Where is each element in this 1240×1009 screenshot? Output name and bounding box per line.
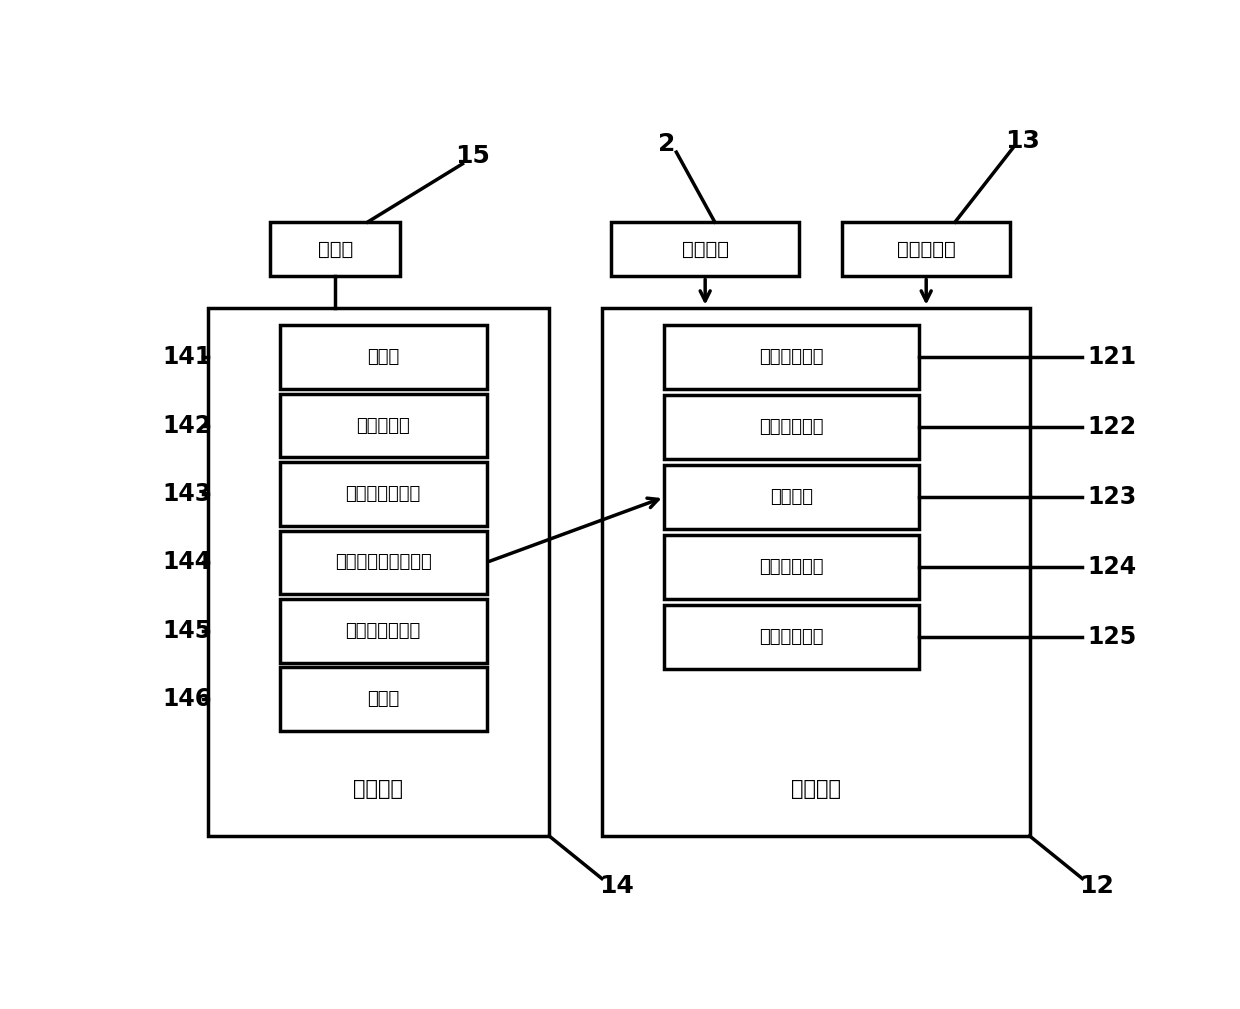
Text: 语音模块: 语音模块 bbox=[682, 240, 729, 258]
Text: 提示组件: 提示组件 bbox=[353, 779, 403, 799]
Text: 电源板: 电源板 bbox=[317, 240, 353, 258]
Text: 122: 122 bbox=[1087, 415, 1136, 439]
Text: 控制组件: 控制组件 bbox=[770, 488, 813, 507]
Bar bbox=[665, 396, 919, 459]
Bar bbox=[280, 462, 486, 526]
Bar bbox=[665, 605, 919, 669]
Bar bbox=[842, 222, 1011, 276]
Text: 待机监控组件: 待机监控组件 bbox=[759, 558, 823, 576]
Text: 语音开启指示灯: 语音开启指示灯 bbox=[346, 622, 420, 640]
Text: 14: 14 bbox=[599, 875, 634, 898]
Text: 用户设定温度指示灯: 用户设定温度指示灯 bbox=[335, 553, 432, 571]
Bar bbox=[270, 222, 401, 276]
Text: 15: 15 bbox=[455, 144, 490, 169]
Text: 蜂鸣器: 蜂鸣器 bbox=[367, 690, 399, 708]
Bar bbox=[601, 308, 1029, 835]
Text: 2: 2 bbox=[658, 132, 676, 156]
Text: 12: 12 bbox=[1079, 875, 1115, 898]
Bar bbox=[665, 465, 919, 529]
Text: 13: 13 bbox=[1004, 128, 1039, 152]
Text: 本地数据组件: 本地数据组件 bbox=[759, 418, 823, 436]
Bar bbox=[280, 599, 486, 663]
Text: 141: 141 bbox=[162, 345, 212, 369]
Text: 146: 146 bbox=[162, 687, 212, 711]
Text: 144: 144 bbox=[162, 550, 212, 574]
Bar bbox=[611, 222, 799, 276]
Bar bbox=[665, 326, 919, 389]
Bar bbox=[280, 531, 486, 594]
Text: 143: 143 bbox=[162, 482, 212, 506]
Bar bbox=[280, 326, 486, 389]
Text: 123: 123 bbox=[1087, 485, 1136, 510]
Bar bbox=[208, 308, 549, 835]
Text: 即时指示灯: 即时指示灯 bbox=[356, 417, 410, 435]
Text: 无线通信组件: 无线通信组件 bbox=[759, 628, 823, 646]
Bar bbox=[280, 394, 486, 457]
Bar bbox=[665, 535, 919, 599]
Text: 温度传感器: 温度传感器 bbox=[897, 240, 956, 258]
Text: 142: 142 bbox=[162, 414, 212, 438]
Text: 处理模块: 处理模块 bbox=[791, 779, 841, 799]
Bar bbox=[280, 667, 486, 731]
Text: 125: 125 bbox=[1087, 625, 1136, 649]
Text: 124: 124 bbox=[1087, 555, 1136, 579]
Text: 121: 121 bbox=[1087, 345, 1136, 369]
Text: 数码管: 数码管 bbox=[367, 348, 399, 366]
Text: 145: 145 bbox=[162, 619, 212, 643]
Text: 语音处理组件: 语音处理组件 bbox=[759, 348, 823, 366]
Text: 实际温度指示灯: 实际温度指示灯 bbox=[346, 485, 420, 503]
